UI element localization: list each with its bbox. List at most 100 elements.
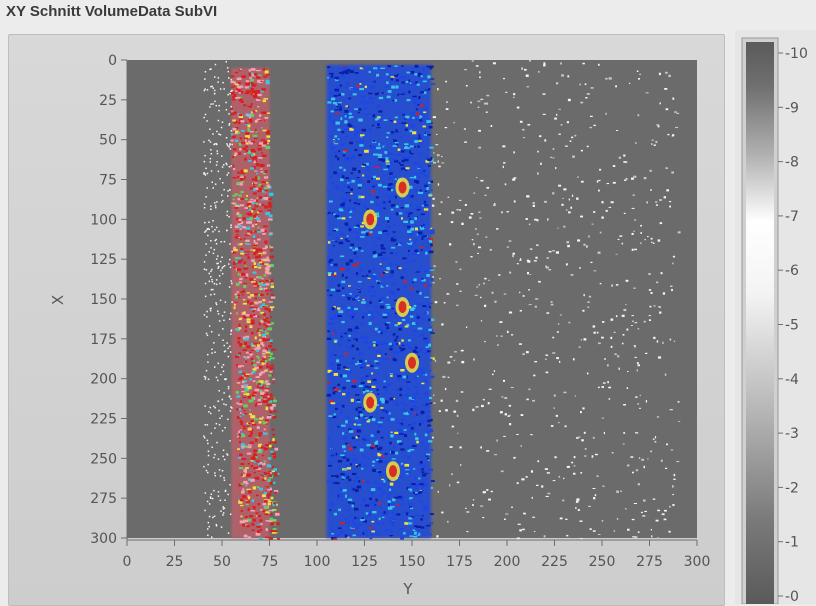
- heatmap-cell: [504, 183, 507, 186]
- heatmap-cell: [203, 173, 205, 175]
- heatmap-cell: [269, 249, 274, 252]
- heatmap-cell: [552, 250, 555, 252]
- heatmap-cell: [245, 482, 249, 485]
- heatmap-cell: [359, 139, 364, 143]
- heatmap-cell: [246, 202, 252, 206]
- heatmap-cell: [391, 292, 396, 295]
- heatmap-cell: [513, 177, 517, 179]
- heatmap-cell: [211, 352, 213, 354]
- heatmap-cell: [370, 85, 375, 89]
- heatmap-cell: [513, 200, 516, 203]
- heatmap-cell: [223, 403, 225, 405]
- heatmap-cell: [365, 389, 370, 393]
- heatmap-cell: [371, 102, 374, 105]
- heatmap-cell: [349, 70, 354, 73]
- heatmap-cell: [381, 400, 386, 404]
- heatmap-cell: [341, 273, 344, 277]
- heatmap-cell: [272, 429, 275, 431]
- heatmap-cell: [513, 93, 516, 96]
- heatmap-cell: [214, 351, 216, 353]
- heatmap-cell: [345, 494, 347, 498]
- heatmap-cell: [390, 290, 395, 294]
- heatmap-cell: [560, 124, 563, 126]
- heatmap-cell: [415, 322, 420, 324]
- heatmap-cell: [576, 498, 580, 501]
- heatmap-cell: [225, 378, 227, 380]
- heatmap-cell: [371, 190, 375, 194]
- heatmap-cell: [247, 129, 251, 132]
- heatmap-cell: [664, 373, 667, 376]
- heatmap-cell: [413, 401, 417, 403]
- heatmap-cell: [235, 355, 240, 358]
- heatmap-cell: [364, 149, 369, 153]
- heatmap-cell: [207, 463, 209, 466]
- heatmap-cell: [362, 497, 366, 501]
- heatmap-cell: [242, 488, 245, 492]
- heatmap-cell: [388, 262, 393, 266]
- heatmap-cell: [552, 192, 555, 195]
- heatmap-cell: [230, 78, 233, 81]
- heatmap-cell: [256, 385, 259, 388]
- heatmap-cell: [343, 476, 348, 478]
- heatmap-cell: [355, 464, 358, 466]
- heatmap-cell: [375, 533, 380, 536]
- heatmap-cell: [250, 131, 254, 133]
- heatmap-cell: [213, 489, 215, 492]
- heatmap-cell: [394, 99, 397, 102]
- heatmap-cell: [250, 432, 253, 435]
- heatmap-cell: [255, 460, 260, 463]
- heatmap-cell: [262, 502, 267, 506]
- heatmap-cell: [401, 111, 404, 114]
- heatmap-cell: [596, 331, 599, 334]
- heatmap-cell: [336, 359, 340, 363]
- heatmap-cell: [412, 253, 417, 255]
- heatmap-cell: [608, 386, 612, 389]
- heatmap-cell: [409, 448, 415, 451]
- heatmap-cell: [427, 192, 432, 195]
- colorbar-ramp[interactable]: [746, 42, 774, 604]
- heatmap-cell: [263, 176, 269, 179]
- heatmap-cell: [501, 396, 504, 398]
- heatmap-cell: [351, 344, 355, 348]
- heatmap-cell: [226, 454, 229, 456]
- heatmap-cell: [351, 519, 354, 522]
- heatmap-cell: [253, 73, 257, 76]
- heatmap-cell: [421, 278, 426, 280]
- heatmap-cell: [430, 418, 433, 422]
- heatmap-cell: [418, 423, 421, 426]
- heatmap-cell: [228, 122, 231, 125]
- heatmap-cell: [274, 440, 277, 444]
- heatmap-cell: [243, 342, 248, 345]
- heatmap-cell: [347, 297, 351, 301]
- heatmap-cell: [373, 67, 378, 70]
- heatmap-cell: [449, 356, 453, 358]
- heatmap-cell: [216, 143, 218, 146]
- heatmap-cell: [538, 280, 541, 283]
- heatmap-cell: [384, 453, 388, 455]
- heatmap-cell: [362, 456, 366, 458]
- heatmap-cell: [240, 400, 243, 404]
- heatmap-cell: [260, 371, 265, 374]
- heatmap-cell: [558, 108, 561, 110]
- heatmap-cell: [362, 203, 365, 206]
- heatmap-cell: [374, 367, 379, 369]
- heatmap-cell: [257, 309, 261, 312]
- heatmap-cell: [215, 376, 218, 379]
- heatmap-cell: [464, 141, 467, 143]
- heatmap-cell: [268, 279, 271, 282]
- heatmap-cell: [263, 330, 267, 332]
- heatmap-cell: [241, 384, 245, 388]
- heatmap-cell: [345, 192, 350, 194]
- heatmap-cell: [417, 191, 420, 194]
- heatmap-cell: [256, 330, 259, 333]
- heatmap-cell: [268, 471, 272, 473]
- heatmap-cell: [326, 321, 329, 324]
- heatmap-cell: [396, 421, 400, 424]
- heatmap-cell: [213, 248, 216, 251]
- heatmap-cell: [248, 160, 252, 162]
- heatmap-cell: [205, 196, 207, 198]
- heatmap-cell: [348, 228, 352, 232]
- heatmap-cell: [237, 85, 242, 89]
